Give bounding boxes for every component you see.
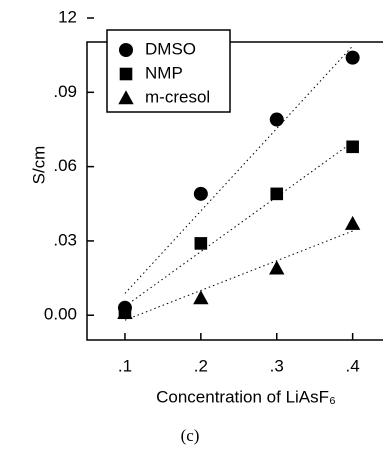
legend-marker (119, 67, 133, 81)
data-point (193, 186, 208, 201)
y-tick-label: .06 (53, 156, 77, 175)
trend-line (124, 141, 353, 307)
y-tick-label: .09 (53, 82, 77, 101)
x-tick-label: .3 (270, 356, 284, 375)
legend-label: m-cresol (145, 87, 210, 106)
data-point (194, 237, 208, 250)
x-axis-label: Concentration of LiAsF₆ (156, 387, 336, 406)
data-point (269, 260, 285, 275)
trend-line (124, 45, 354, 294)
legend-marker (118, 90, 134, 105)
y-axis-label: S/cm (29, 146, 48, 185)
y-tick-label: 12 (58, 7, 77, 26)
data-point (269, 112, 284, 127)
data-point (344, 215, 361, 230)
data-point (345, 50, 360, 65)
x-tick-label: .2 (194, 356, 208, 375)
y-tick-label: 0.00 (44, 305, 77, 324)
y-tick-label: .03 (53, 230, 77, 249)
data-point (270, 187, 284, 201)
caption: (c) (181, 426, 200, 445)
legend-label: DMSO (145, 39, 196, 58)
x-tick-label: .1 (118, 356, 132, 375)
trend-line (124, 230, 353, 321)
data-point (193, 290, 209, 305)
axis-frame (86, 41, 383, 341)
data-point (117, 305, 133, 320)
legend-marker (119, 43, 133, 57)
legend-label: NMP (145, 63, 183, 82)
x-tick-label: .4 (346, 356, 360, 375)
data-point (346, 140, 359, 154)
